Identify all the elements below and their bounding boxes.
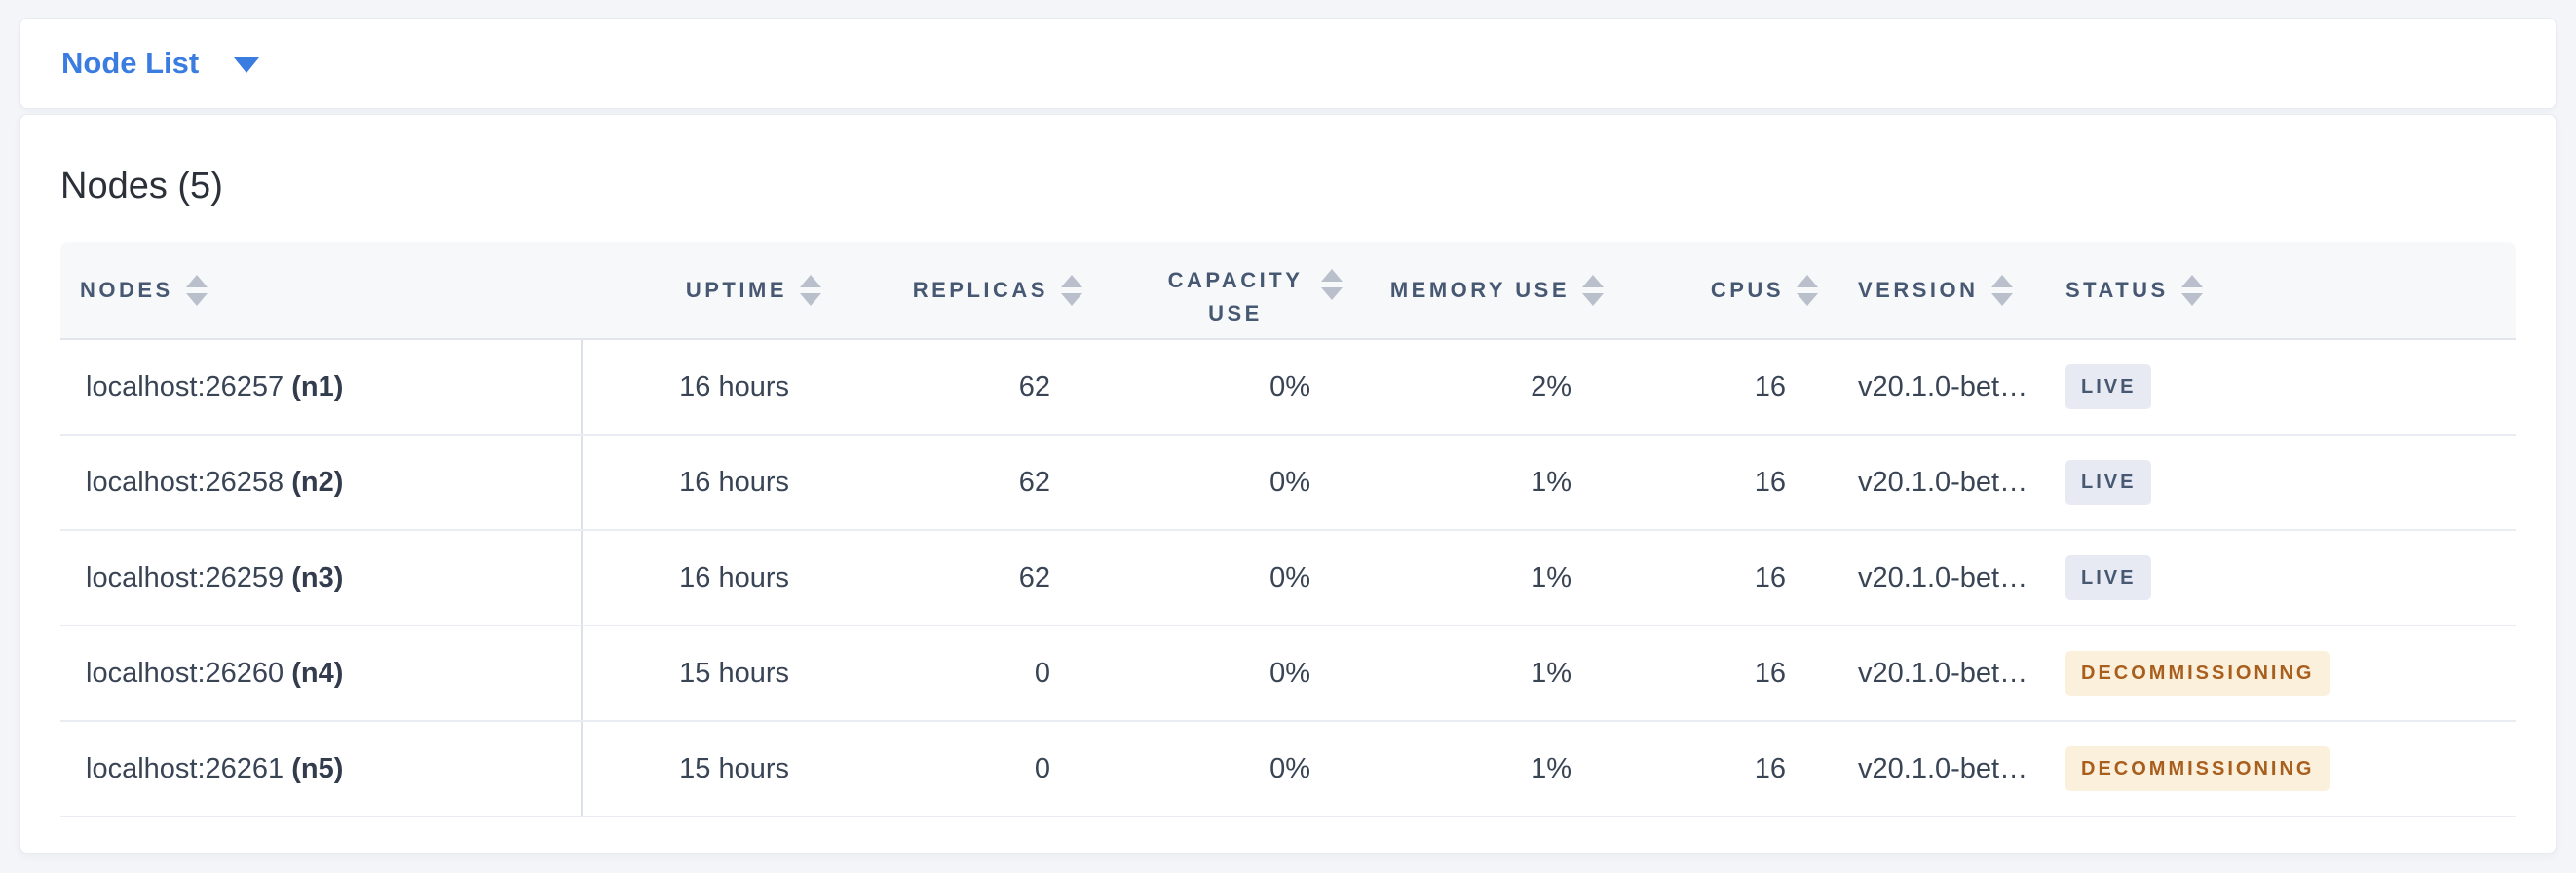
cpus-cell: 16 bbox=[1617, 721, 1822, 817]
node-address-link[interactable]: localhost:26261 (n5) bbox=[86, 752, 344, 784]
status-badge: DECOMMISSIONING bbox=[2065, 746, 2330, 791]
sort-arrows-icon bbox=[1582, 274, 1604, 306]
version-cell: v20.1.0-bet… bbox=[1822, 626, 2036, 722]
node-address-link[interactable]: localhost:26260 (n4) bbox=[86, 657, 344, 689]
cpus-cell: 16 bbox=[1617, 626, 1822, 722]
status-cell: DECOMMISSIONING bbox=[2036, 626, 2516, 722]
column-header-memory-use[interactable]: Memory Use bbox=[1354, 242, 1617, 340]
capacity-use-cell: 0% bbox=[1086, 530, 1354, 626]
status-cell: LIVE bbox=[2036, 435, 2516, 531]
version-cell: v20.1.0-bet… bbox=[1822, 530, 2036, 626]
capacity-use-cell: 0% bbox=[1086, 435, 1354, 531]
table-header-row: Nodes Uptime Replicas bbox=[60, 242, 2516, 340]
node-name-cell: localhost:26258 (n2) bbox=[60, 435, 583, 531]
memory-use-cell: 1% bbox=[1354, 626, 1617, 722]
column-header-capacity-use[interactable]: Capacity Use bbox=[1086, 242, 1354, 340]
column-header-cpus[interactable]: CPUs bbox=[1617, 242, 1822, 340]
uptime-cell: 16 hours bbox=[582, 339, 823, 436]
column-header-replicas[interactable]: Replicas bbox=[823, 242, 1086, 340]
status-badge: LIVE bbox=[2065, 364, 2152, 409]
replicas-cell: 0 bbox=[823, 626, 1086, 722]
node-list-dropdown-label: Node List bbox=[61, 46, 200, 80]
node-list-dropdown[interactable]: Node List bbox=[61, 46, 260, 81]
capacity-use-cell: 0% bbox=[1086, 721, 1354, 817]
status-badge: LIVE bbox=[2065, 555, 2152, 600]
node-table: Nodes Uptime Replicas bbox=[60, 242, 2516, 817]
status-cell: LIVE bbox=[2036, 339, 2516, 436]
uptime-cell: 15 hours bbox=[582, 626, 823, 722]
column-header-nodes[interactable]: Nodes bbox=[60, 242, 582, 340]
node-name-cell: localhost:26260 (n4) bbox=[60, 626, 583, 722]
cpus-cell: 16 bbox=[1617, 530, 1822, 626]
version-cell: v20.1.0-bet… bbox=[1822, 339, 2036, 436]
memory-use-cell: 1% bbox=[1354, 530, 1617, 626]
sort-arrows-icon bbox=[1061, 274, 1082, 306]
memory-use-cell: 1% bbox=[1354, 435, 1617, 531]
capacity-use-cell: 0% bbox=[1086, 339, 1354, 436]
uptime-cell: 16 hours bbox=[582, 435, 823, 531]
table-row: localhost:26261 (n5) 15 hours 0 0% 1% 16… bbox=[60, 721, 2516, 817]
uptime-cell: 16 hours bbox=[582, 530, 823, 626]
node-name-cell: localhost:26257 (n1) bbox=[60, 339, 583, 436]
node-name-cell: localhost:26259 (n3) bbox=[60, 530, 583, 626]
view-selector-bar: Node List bbox=[19, 18, 2557, 109]
memory-use-cell: 1% bbox=[1354, 721, 1617, 817]
status-cell: DECOMMISSIONING bbox=[2036, 721, 2516, 817]
status-badge: DECOMMISSIONING bbox=[2065, 651, 2330, 696]
table-row: localhost:26257 (n1) 16 hours 62 0% 2% 1… bbox=[60, 339, 2516, 436]
replicas-cell: 62 bbox=[823, 435, 1086, 531]
nodes-card: Nodes (5) Nodes Uptime bbox=[19, 114, 2557, 854]
node-name-cell: localhost:26261 (n5) bbox=[60, 721, 583, 817]
table-row: localhost:26260 (n4) 15 hours 0 0% 1% 16… bbox=[60, 626, 2516, 722]
replicas-cell: 62 bbox=[823, 339, 1086, 436]
node-table-body: localhost:26257 (n1) 16 hours 62 0% 2% 1… bbox=[60, 339, 2516, 817]
sort-arrows-icon bbox=[800, 274, 821, 306]
replicas-cell: 0 bbox=[823, 721, 1086, 817]
column-header-uptime[interactable]: Uptime bbox=[582, 242, 823, 340]
sort-arrows-icon bbox=[1321, 269, 1343, 300]
node-address-link[interactable]: localhost:26258 (n2) bbox=[86, 466, 344, 498]
node-address-link[interactable]: localhost:26257 (n1) bbox=[86, 370, 344, 402]
sort-arrows-icon bbox=[185, 274, 208, 306]
version-cell: v20.1.0-bet… bbox=[1822, 435, 2036, 531]
capacity-use-cell: 0% bbox=[1086, 626, 1354, 722]
memory-use-cell: 2% bbox=[1354, 339, 1617, 436]
cpus-cell: 16 bbox=[1617, 339, 1822, 436]
sort-arrows-icon bbox=[1990, 274, 2013, 306]
cpus-cell: 16 bbox=[1617, 435, 1822, 531]
status-badge: LIVE bbox=[2065, 460, 2152, 505]
replicas-cell: 62 bbox=[823, 530, 1086, 626]
sort-arrows-icon bbox=[1797, 274, 1818, 306]
table-row: localhost:26259 (n3) 16 hours 62 0% 1% 1… bbox=[60, 530, 2516, 626]
chevron-down-icon bbox=[234, 57, 260, 73]
table-row: localhost:26258 (n2) 16 hours 62 0% 1% 1… bbox=[60, 435, 2516, 531]
page-title: Nodes (5) bbox=[60, 166, 223, 207]
uptime-cell: 15 hours bbox=[582, 721, 823, 817]
version-cell: v20.1.0-bet… bbox=[1822, 721, 2036, 817]
status-cell: LIVE bbox=[2036, 530, 2516, 626]
sort-arrows-icon bbox=[2180, 274, 2203, 306]
column-header-status[interactable]: Status bbox=[2036, 242, 2516, 340]
node-address-link[interactable]: localhost:26259 (n3) bbox=[86, 561, 344, 593]
column-header-version[interactable]: Version bbox=[1822, 242, 2036, 340]
